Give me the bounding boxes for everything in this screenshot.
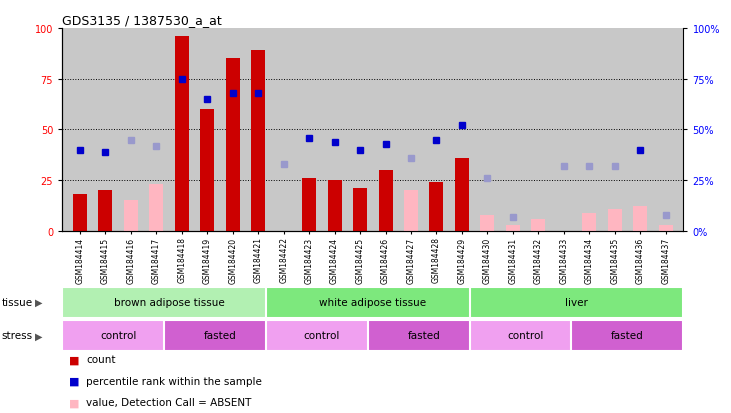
Text: fasted: fasted xyxy=(407,330,440,341)
Bar xyxy=(583,213,596,231)
Text: control: control xyxy=(303,330,340,341)
Bar xyxy=(607,209,622,231)
Bar xyxy=(469,287,683,318)
Bar xyxy=(164,320,276,351)
Text: liver: liver xyxy=(565,297,588,308)
Text: ■: ■ xyxy=(69,376,80,386)
Bar xyxy=(266,320,378,351)
Bar xyxy=(327,181,341,231)
Text: fasted: fasted xyxy=(204,330,236,341)
Text: count: count xyxy=(86,354,115,364)
Text: stress: stress xyxy=(1,330,33,341)
Bar xyxy=(368,320,480,351)
Bar xyxy=(62,320,174,351)
Bar xyxy=(200,110,214,231)
Bar xyxy=(226,59,240,231)
Bar xyxy=(404,191,418,231)
Text: white adipose tissue: white adipose tissue xyxy=(319,297,426,308)
Bar xyxy=(455,159,469,231)
Text: ■: ■ xyxy=(69,397,80,407)
Bar xyxy=(149,185,163,231)
Bar xyxy=(469,320,582,351)
Text: ▶: ▶ xyxy=(35,330,42,341)
Bar xyxy=(99,191,113,231)
Bar xyxy=(175,37,189,231)
Bar xyxy=(572,320,683,351)
Bar xyxy=(266,287,480,318)
Bar xyxy=(62,287,276,318)
Bar xyxy=(302,179,316,231)
Bar xyxy=(531,219,545,231)
Bar xyxy=(379,171,393,231)
Bar xyxy=(251,51,265,231)
Bar xyxy=(430,183,444,231)
Bar xyxy=(124,201,138,231)
Text: value, Detection Call = ABSENT: value, Detection Call = ABSENT xyxy=(86,397,251,407)
Bar xyxy=(659,225,673,231)
Bar xyxy=(353,189,367,231)
Text: ▶: ▶ xyxy=(35,297,42,308)
Text: percentile rank within the sample: percentile rank within the sample xyxy=(86,376,262,386)
Bar xyxy=(73,195,87,231)
Bar xyxy=(506,225,520,231)
Text: control: control xyxy=(100,330,137,341)
Bar xyxy=(480,215,494,231)
Text: fasted: fasted xyxy=(611,330,644,341)
Bar xyxy=(633,207,647,231)
Text: control: control xyxy=(507,330,544,341)
Text: brown adipose tissue: brown adipose tissue xyxy=(114,297,224,308)
Text: ■: ■ xyxy=(69,354,80,364)
Text: tissue: tissue xyxy=(1,297,33,308)
Text: GDS3135 / 1387530_a_at: GDS3135 / 1387530_a_at xyxy=(62,14,222,27)
